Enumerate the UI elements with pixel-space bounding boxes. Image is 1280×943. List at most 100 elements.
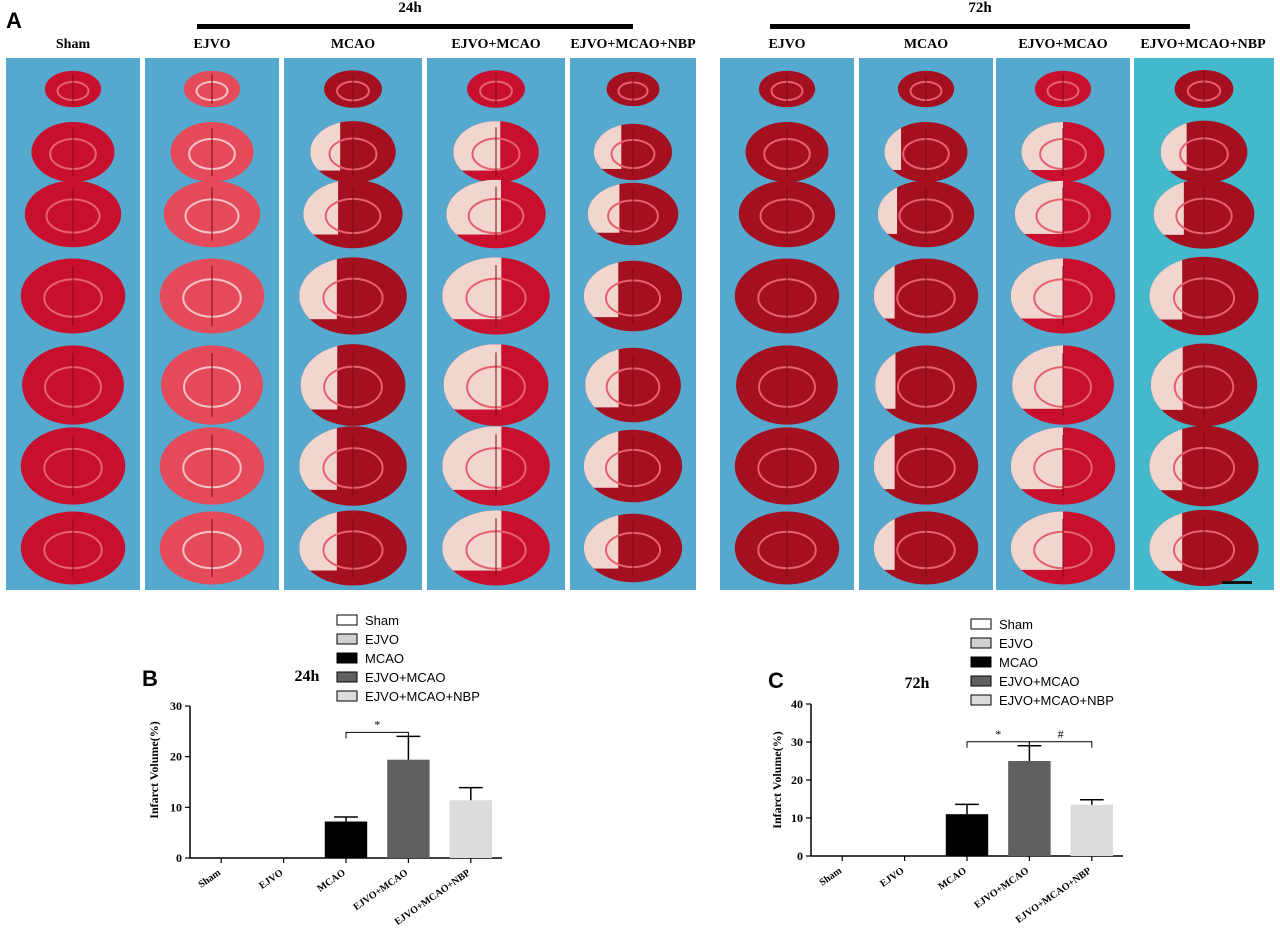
brain-slice (897, 70, 955, 108)
slice-strip (284, 58, 422, 590)
brain-slice (20, 258, 126, 334)
group-label-ejvo-mcao-nbp-72h: EJVO+MCAO+NBP (1140, 37, 1266, 52)
y-tick-label: 20 (791, 773, 803, 787)
x-tick-label: EJVO+MCAO (973, 865, 1032, 911)
brain-slice (161, 345, 263, 425)
brain-slice (873, 258, 979, 334)
brain-slice (585, 347, 681, 423)
brain-slice (1021, 121, 1105, 183)
brain-slice (873, 427, 979, 505)
brain-slice (22, 345, 124, 425)
panel-letter-c: C (768, 668, 784, 693)
bar-chart-24h: 24h Infarct Volume(%) 0 10 20 30 Sham EJVO MCA… (147, 613, 502, 928)
y-tick-label: 0 (176, 851, 182, 865)
time-bar-72h (770, 24, 1190, 29)
group-label-mcao-72h: MCAO (903, 37, 949, 52)
brain-slice (1160, 120, 1248, 184)
slice-strip (859, 58, 993, 590)
brain-slice (734, 427, 840, 505)
brain-slice (583, 429, 683, 503)
bar (945, 814, 989, 856)
legend-label: EJVO (999, 636, 1033, 651)
brain-slice (1034, 70, 1092, 108)
legend-label: Sham (999, 617, 1033, 632)
brain-slice (159, 511, 265, 585)
bar (449, 800, 493, 858)
legend-label: EJVO+MCAO+NBP (365, 689, 480, 704)
brain-slice (303, 179, 403, 249)
bar (387, 759, 430, 858)
significance-label: # (1058, 727, 1064, 741)
legend-label: MCAO (365, 651, 404, 666)
legend-label: EJVO+MCAO (365, 670, 446, 685)
legend-swatch (970, 637, 992, 649)
brain-slice (593, 123, 673, 181)
y-tick-label: 0 (797, 849, 803, 863)
time-label-72h: 72h (968, 0, 992, 16)
x-tick-label: EJVO (878, 865, 906, 889)
brain-slice (299, 510, 407, 586)
y-axis-label: Infarct Volume(%) (770, 731, 784, 828)
brain-slice (758, 70, 816, 108)
brain-slice (453, 121, 539, 183)
group-label-ejvo-72h: EJVO (768, 37, 806, 52)
brain-slice (170, 121, 254, 183)
group-label-ejvo-mcao-nbp-24h: EJVO+MCAO+NBP (570, 37, 696, 52)
y-tick-label: 40 (791, 697, 803, 711)
x-tick-label: Sham (818, 865, 845, 888)
significance-label: * (995, 727, 1001, 741)
slice-strip (570, 58, 696, 590)
chart-title: 72h (905, 675, 930, 692)
time-label-24h: 24h (398, 0, 422, 16)
brain-slice (1010, 427, 1116, 505)
brain-slice (738, 180, 836, 248)
legend-swatch (336, 671, 358, 683)
bar (1070, 804, 1114, 856)
brain-slice (745, 121, 829, 183)
brain-slice (1014, 180, 1112, 248)
brain-slice (884, 121, 968, 183)
brain-slice (1153, 179, 1255, 249)
brain-slice (44, 70, 102, 108)
legend-label: Sham (365, 613, 399, 628)
brain-slice (606, 71, 660, 107)
brain-slice (24, 180, 122, 248)
x-tick-label: MCAO (315, 867, 347, 894)
slice-strip (427, 58, 565, 590)
brain-slice (324, 70, 382, 108)
legend-swatch (336, 633, 358, 645)
panel-letter-b: B (142, 666, 158, 691)
y-tick-label: 20 (170, 750, 182, 764)
brain-slice (1174, 69, 1234, 109)
group-label-ejvo-mcao-72h: EJVO+MCAO (1018, 37, 1108, 52)
brain-slice (31, 121, 115, 183)
x-tick-label: EJVO (257, 867, 285, 891)
significance-bracket (1028, 741, 1093, 748)
brain-slice (734, 258, 840, 334)
brain-slice (1010, 511, 1116, 585)
x-tick-label: MCAO (936, 865, 968, 892)
brain-slice (299, 257, 407, 335)
x-tick-label: Sham (197, 867, 224, 890)
legend-swatch (336, 652, 358, 664)
slice-strip (1134, 58, 1274, 590)
legend-label: EJVO (365, 632, 399, 647)
brain-slice (159, 258, 265, 334)
legend-label: EJVO+MCAO+NBP (999, 693, 1114, 708)
y-tick-label: 10 (791, 811, 803, 825)
legend-swatch (970, 675, 992, 687)
chart-title: 24h (295, 668, 320, 685)
brain-slice (875, 345, 977, 425)
y-tick-label: 10 (170, 800, 182, 814)
brain-slice (736, 345, 838, 425)
slice-strip (145, 58, 279, 590)
brain-slice (299, 426, 407, 506)
legend-label: MCAO (999, 655, 1038, 670)
brain-slice (1150, 343, 1258, 427)
y-tick-label: 30 (791, 735, 803, 749)
brain-slice (873, 511, 979, 585)
brain-slice (1012, 345, 1114, 425)
brain-slice (734, 511, 840, 585)
bar (324, 821, 368, 858)
legend-swatch (970, 694, 992, 706)
